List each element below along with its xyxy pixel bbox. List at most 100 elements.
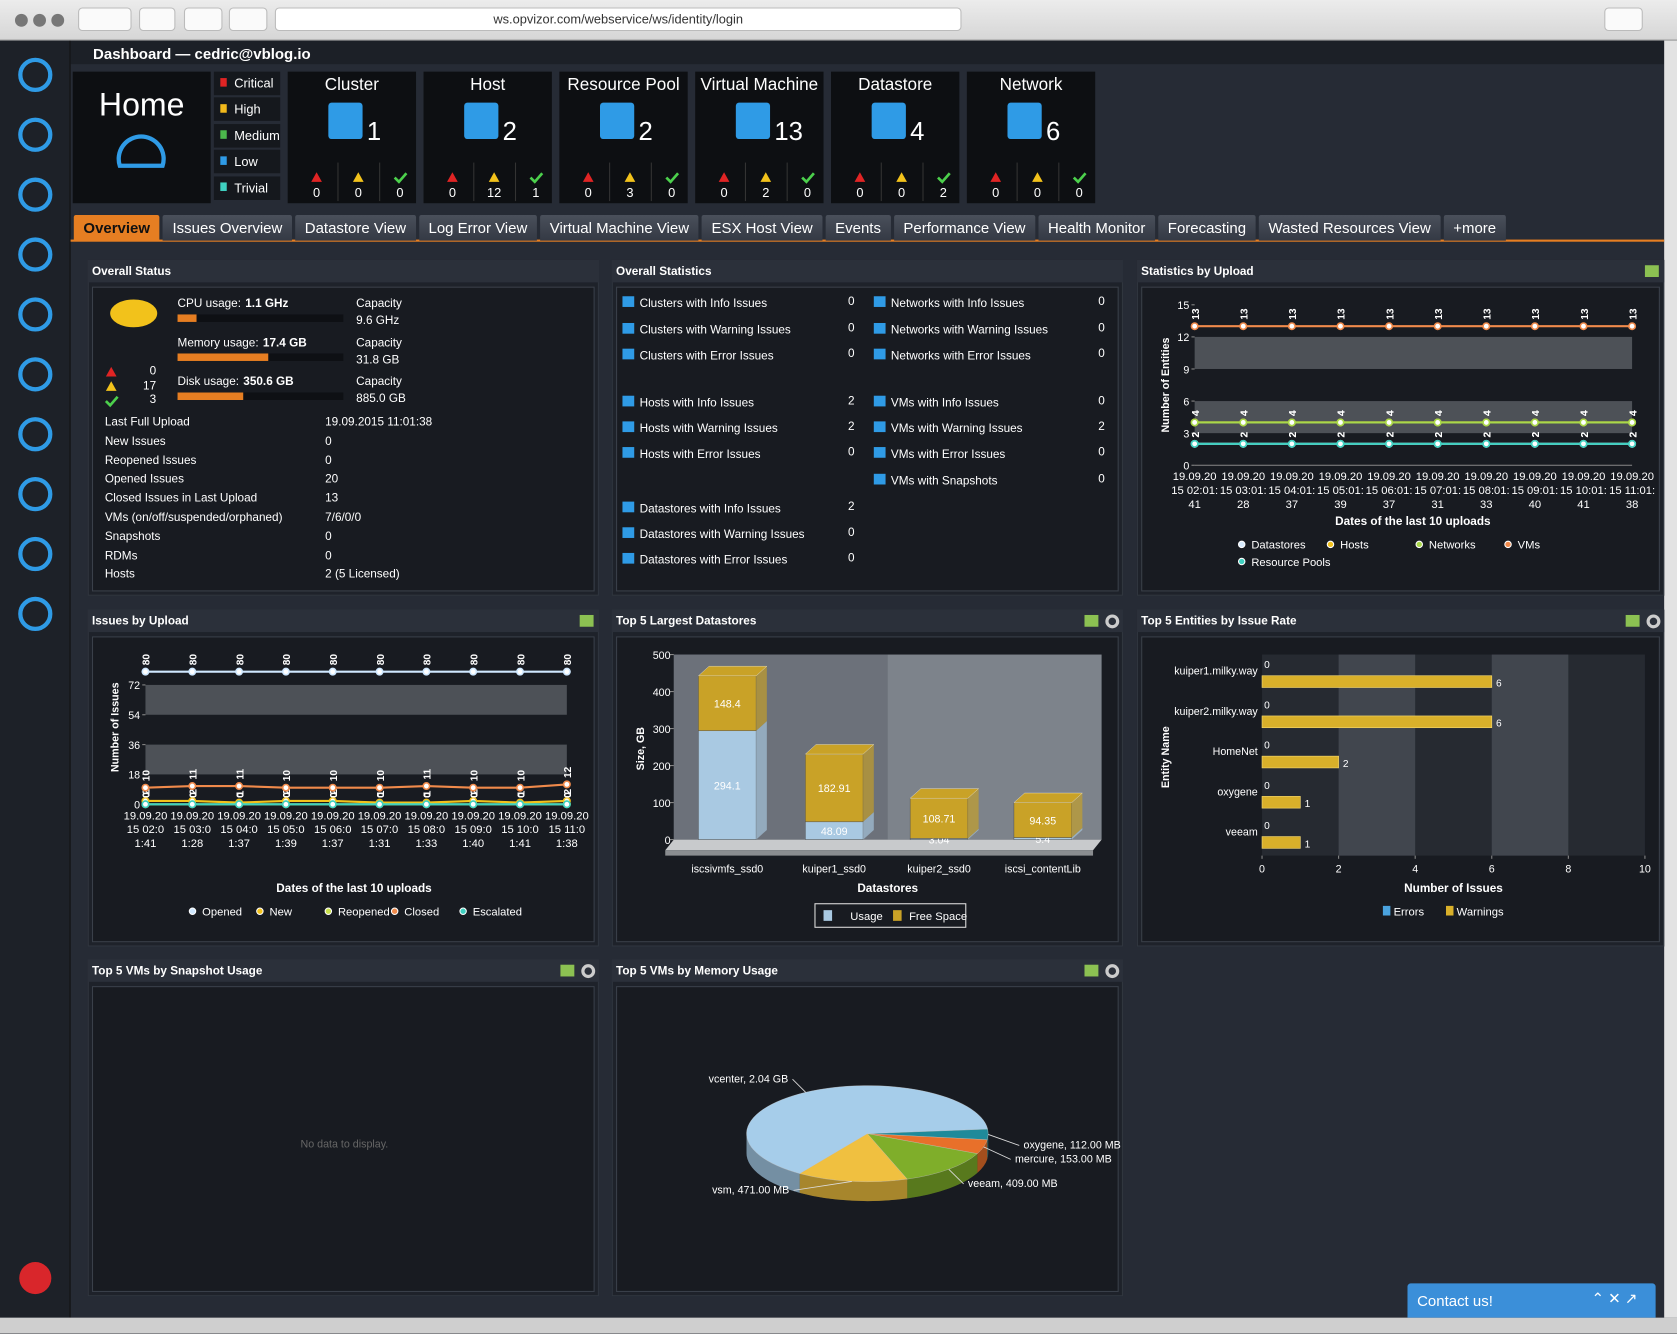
stat-icon [873, 473, 886, 485]
legend-label: Errors [1394, 907, 1425, 919]
legend-marker [1415, 540, 1423, 549]
bar-side [756, 666, 767, 731]
data-label: 4 [1434, 410, 1445, 416]
usage-bar [177, 314, 197, 322]
tab[interactable]: Forecasting [1158, 214, 1256, 241]
ok-icon [801, 172, 815, 184]
leader-line [948, 1168, 964, 1185]
warning-icon [1032, 172, 1043, 182]
tab-button[interactable] [139, 7, 176, 32]
legend-marker [1326, 540, 1335, 549]
critical-icon [854, 172, 866, 182]
data-label: 13 [1240, 308, 1251, 320]
bar [698, 730, 757, 840]
contact-widget[interactable] [1407, 1283, 1656, 1318]
status-label: New Issues [104, 435, 166, 448]
address-bar[interactable]: ws.opvizor.com/webservice/ws/identity/lo… [274, 7, 962, 32]
data-label: 10 [282, 770, 293, 782]
data-label: 80 [469, 654, 480, 666]
stat-icon [873, 395, 886, 407]
data-point [1287, 322, 1296, 331]
bar-value-label: 2 [1343, 759, 1349, 770]
slice-label: oxygene, 112.00 MB [1024, 1140, 1121, 1152]
panel-title: Overall Status [91, 265, 172, 279]
legend-marker [893, 910, 902, 921]
data-label: 4 [1288, 410, 1299, 416]
data-point [188, 800, 197, 809]
stat-label: Hosts with Warning Issues [639, 422, 778, 436]
tab[interactable]: Performance View [893, 214, 1036, 241]
tab[interactable]: Issues Overview [162, 214, 292, 241]
data-point [141, 800, 150, 809]
y-tick-label: 9 [1183, 364, 1189, 376]
data-point [141, 783, 150, 792]
x-axis-title: Dates of the last 10 uploads [1335, 515, 1491, 528]
data-label: 2 [1434, 431, 1445, 437]
tab[interactable]: Health Monitor [1038, 214, 1155, 241]
privacy-button[interactable] [228, 7, 268, 32]
data-label: 13 [1531, 308, 1542, 320]
bar-top [909, 788, 980, 799]
usage-track [177, 314, 344, 322]
tab[interactable]: Events [825, 214, 891, 241]
stat-value: 2 [847, 500, 855, 514]
bar-value-label: 182.91 [818, 783, 851, 795]
data-label: 13 [1191, 308, 1202, 320]
legend-label: Opened [202, 907, 242, 919]
data-label: 4 [1191, 410, 1202, 416]
data-point [188, 667, 197, 676]
sidebar [0, 40, 71, 1318]
data-label: 4 [1337, 410, 1348, 416]
contact-text[interactable]: Contact us! [1417, 1291, 1493, 1310]
y-tick-label: 54 [128, 710, 140, 722]
settings-button [1105, 964, 1120, 979]
data-label: 2 [1191, 431, 1202, 437]
back-button[interactable] [78, 7, 132, 32]
data-label: 13 [1580, 308, 1591, 320]
slice [866, 1133, 978, 1180]
stat-value: 2 [847, 394, 855, 408]
stat-value: 0 [847, 347, 855, 361]
cloud-button[interactable] [1604, 7, 1643, 32]
tile-icon [600, 102, 635, 140]
slice-side [799, 1173, 908, 1202]
tile-alert-count: 12 [486, 185, 502, 201]
legend-label: Usage [850, 911, 882, 923]
slice-side-shade [977, 1139, 988, 1173]
x-tick-label: 19.09.2015 07:01:31 [357, 809, 402, 851]
tab[interactable]: Overview [73, 214, 160, 241]
panel-header [87, 959, 599, 982]
data-point [235, 800, 244, 809]
data-label: 4 [1191, 410, 1202, 416]
tile-alert-count: 0 [1033, 185, 1042, 201]
x-axis-title: Datastores [857, 882, 918, 895]
tile-count: 2 [502, 117, 517, 147]
bar-value-label: 0 [1264, 741, 1270, 752]
tab[interactable]: ESX Host View [701, 214, 823, 241]
data-point [375, 783, 384, 792]
bar [1261, 796, 1301, 809]
data-label: 4 [1531, 410, 1542, 416]
settings-button [581, 964, 596, 979]
data-label: 2 [1385, 431, 1396, 437]
reader-button[interactable] [183, 7, 223, 32]
data-point [1433, 418, 1442, 427]
data-label: 10 [469, 770, 480, 782]
status-value: 20 [325, 473, 339, 486]
tab[interactable]: Wasted Resources View [1258, 214, 1441, 241]
tab[interactable]: +more [1443, 214, 1506, 241]
data-point [469, 800, 478, 809]
tab[interactable]: Virtual Machine View [540, 214, 699, 241]
x-tick-label: kuiper1_ssd0 [802, 864, 866, 876]
bar-side [967, 788, 979, 839]
contact-controls[interactable]: ⌃ ✕ ↗ [1591, 1289, 1638, 1307]
tile-alert-count: 0 [803, 185, 812, 201]
tile-alert-count: 2 [939, 185, 947, 201]
data-label: 4 [1483, 410, 1494, 416]
stat-label: Hosts with Info Issues [639, 396, 755, 410]
data-label: 13 [1628, 308, 1639, 320]
tab[interactable]: Datastore View [295, 214, 416, 241]
status-label: Reopened Issues [104, 454, 197, 467]
tab[interactable]: Log Error View [418, 214, 537, 241]
y-tick-label: 6 [1183, 396, 1189, 408]
